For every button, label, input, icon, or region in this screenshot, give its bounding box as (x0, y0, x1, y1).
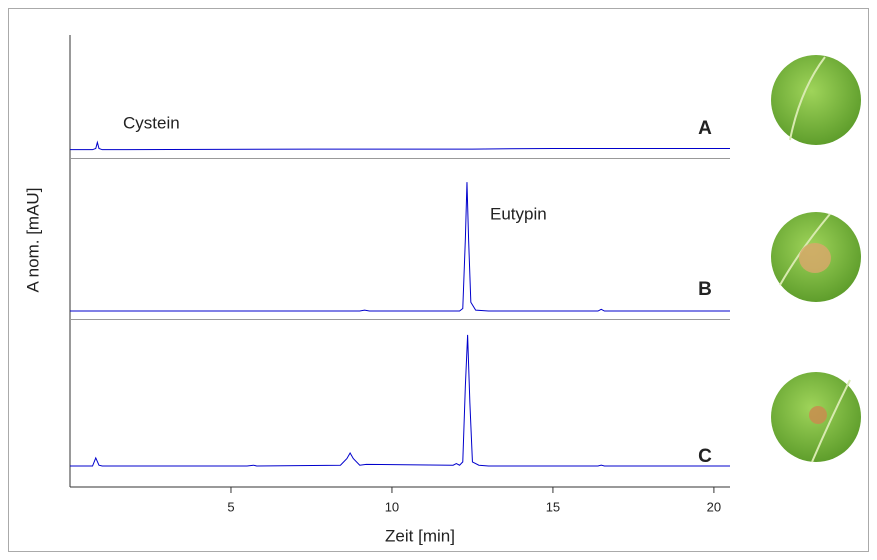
panel-label: C (698, 446, 712, 467)
chromatogram-line (70, 140, 730, 151)
annotation: Cystein (123, 113, 180, 132)
chromatogram-line (70, 182, 730, 312)
x-tick-label: 15 (546, 499, 560, 514)
x-tick-label: 5 (227, 499, 234, 514)
x-tick-label: 20 (707, 499, 721, 514)
y-axis-label: A nom. [mAU] (23, 188, 42, 293)
panel-label: B (698, 279, 712, 300)
x-tick-label: 10 (385, 499, 399, 514)
panel-label: A (698, 118, 712, 139)
chromatogram-line (70, 334, 730, 467)
annotation: Eutypin (490, 204, 547, 223)
frame (8, 8, 869, 552)
x-axis-label: Zeit [min] (385, 526, 455, 545)
leaf-images (771, 55, 861, 463)
